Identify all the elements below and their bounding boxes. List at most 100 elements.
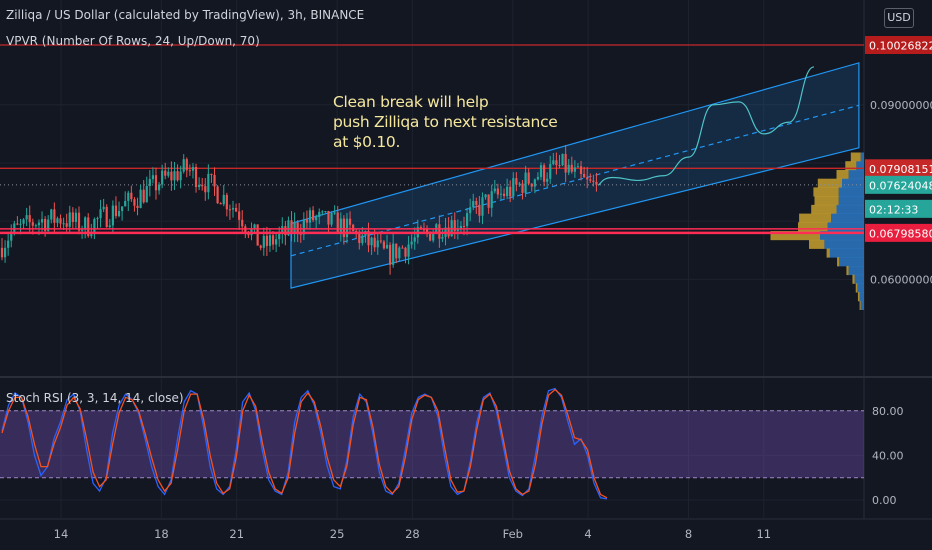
candle-body: [311, 210, 315, 221]
candle-body: [422, 229, 426, 231]
volume-profile-bar-up: [820, 231, 864, 241]
volume-profile-bar-up: [854, 274, 864, 284]
candle-body: [496, 188, 499, 195]
candle-body: [19, 223, 22, 225]
candle-body: [321, 211, 324, 213]
candle-body: [176, 171, 179, 181]
candle-body: [441, 236, 444, 239]
candle-body: [524, 172, 527, 193]
candle-body: [234, 207, 238, 212]
candle-body: [228, 209, 232, 211]
candle-body: [552, 160, 555, 165]
volume-profile-bar-up: [860, 300, 864, 311]
candle-body: [302, 219, 305, 235]
candle-body: [62, 223, 65, 225]
volume-profile-bar-down: [845, 161, 857, 171]
chart-title: Zilliqa / US Dollar (calculated by Tradi…: [6, 8, 365, 22]
volume-profile-bar-up: [848, 265, 864, 276]
candle-body: [238, 211, 241, 220]
candle-body: [154, 175, 158, 191]
candle-body: [472, 201, 475, 208]
volume-profile-bar-down: [850, 152, 861, 162]
time-tick-label: 25: [330, 527, 345, 541]
candle-body: [352, 224, 355, 231]
candle-body: [161, 170, 164, 185]
candle-body: [361, 235, 364, 244]
candle-body: [573, 167, 576, 172]
candle-body: [358, 232, 361, 244]
candle-body: [111, 205, 114, 226]
candle-body: [136, 205, 139, 208]
candle-body: [493, 188, 496, 192]
candle-body: [130, 192, 133, 200]
candle-body: [145, 186, 148, 203]
candle-body: [425, 229, 429, 232]
support-price-label: 0.06798580: [869, 227, 932, 240]
candle-body: [47, 219, 50, 231]
candle-body: [570, 164, 573, 172]
candle-body: [299, 233, 302, 235]
candle-body: [40, 219, 44, 223]
candle-body: [127, 192, 130, 201]
candle-body: [382, 241, 386, 249]
candle-body: [502, 193, 506, 197]
candle-body: [90, 234, 93, 237]
candle-body: [3, 247, 7, 258]
candle-body: [589, 179, 592, 181]
candle-body: [385, 244, 389, 249]
candle-body: [392, 243, 395, 265]
candle-body: [407, 244, 410, 257]
candle-body: [102, 206, 105, 210]
candle-body: [509, 186, 512, 197]
price-tick-label: 0.09000000: [870, 99, 932, 112]
candle-body: [117, 210, 121, 217]
candle-body: [429, 231, 432, 241]
candle-body: [518, 183, 521, 185]
candle-body: [348, 218, 352, 225]
candle-body: [68, 212, 71, 227]
candle-body: [558, 165, 561, 167]
candle-body: [167, 171, 170, 176]
support-price-label-bg: [865, 223, 932, 242]
candle-body: [256, 224, 259, 246]
annotation-text: Clean break will help push Zilliqa to ne…: [333, 92, 558, 152]
candle-body: [210, 173, 213, 175]
candle-body: [398, 247, 401, 259]
candle-body: [216, 186, 219, 204]
candle-body: [201, 184, 204, 187]
candle-body: [133, 199, 136, 206]
candle-body: [164, 170, 167, 176]
volume-profile-bar-up: [839, 257, 864, 267]
candle-body: [342, 218, 345, 238]
candle-body: [419, 227, 422, 230]
candle-body: [515, 178, 518, 185]
target-price-label: 0.10026822: [869, 40, 932, 53]
candle-body: [484, 194, 487, 198]
candle-body: [16, 223, 19, 225]
projection-path: [597, 66, 815, 186]
candle-body: [410, 241, 413, 245]
candle-body: [481, 197, 484, 216]
candle-body: [188, 170, 191, 172]
candle-body: [56, 218, 59, 223]
time-tick-label: Feb: [503, 527, 523, 541]
countdown-label: 02:12:33: [869, 203, 918, 216]
candle-body: [490, 191, 493, 208]
candle-body: [456, 228, 459, 231]
candle-body: [37, 222, 41, 226]
time-tick-label: 11: [756, 527, 771, 541]
candle-body: [539, 165, 543, 177]
candle-body: [542, 165, 546, 182]
candle-body: [31, 222, 34, 226]
volume-profile: [770, 152, 864, 311]
candle-body: [469, 207, 472, 214]
candle-body: [157, 184, 161, 191]
candle-body: [22, 219, 25, 224]
candle-body: [512, 178, 515, 197]
currency-button[interactable]: USD: [884, 8, 914, 28]
volume-profile-bar-down: [857, 292, 860, 302]
candle-body: [287, 220, 290, 236]
candle-body: [148, 179, 151, 187]
